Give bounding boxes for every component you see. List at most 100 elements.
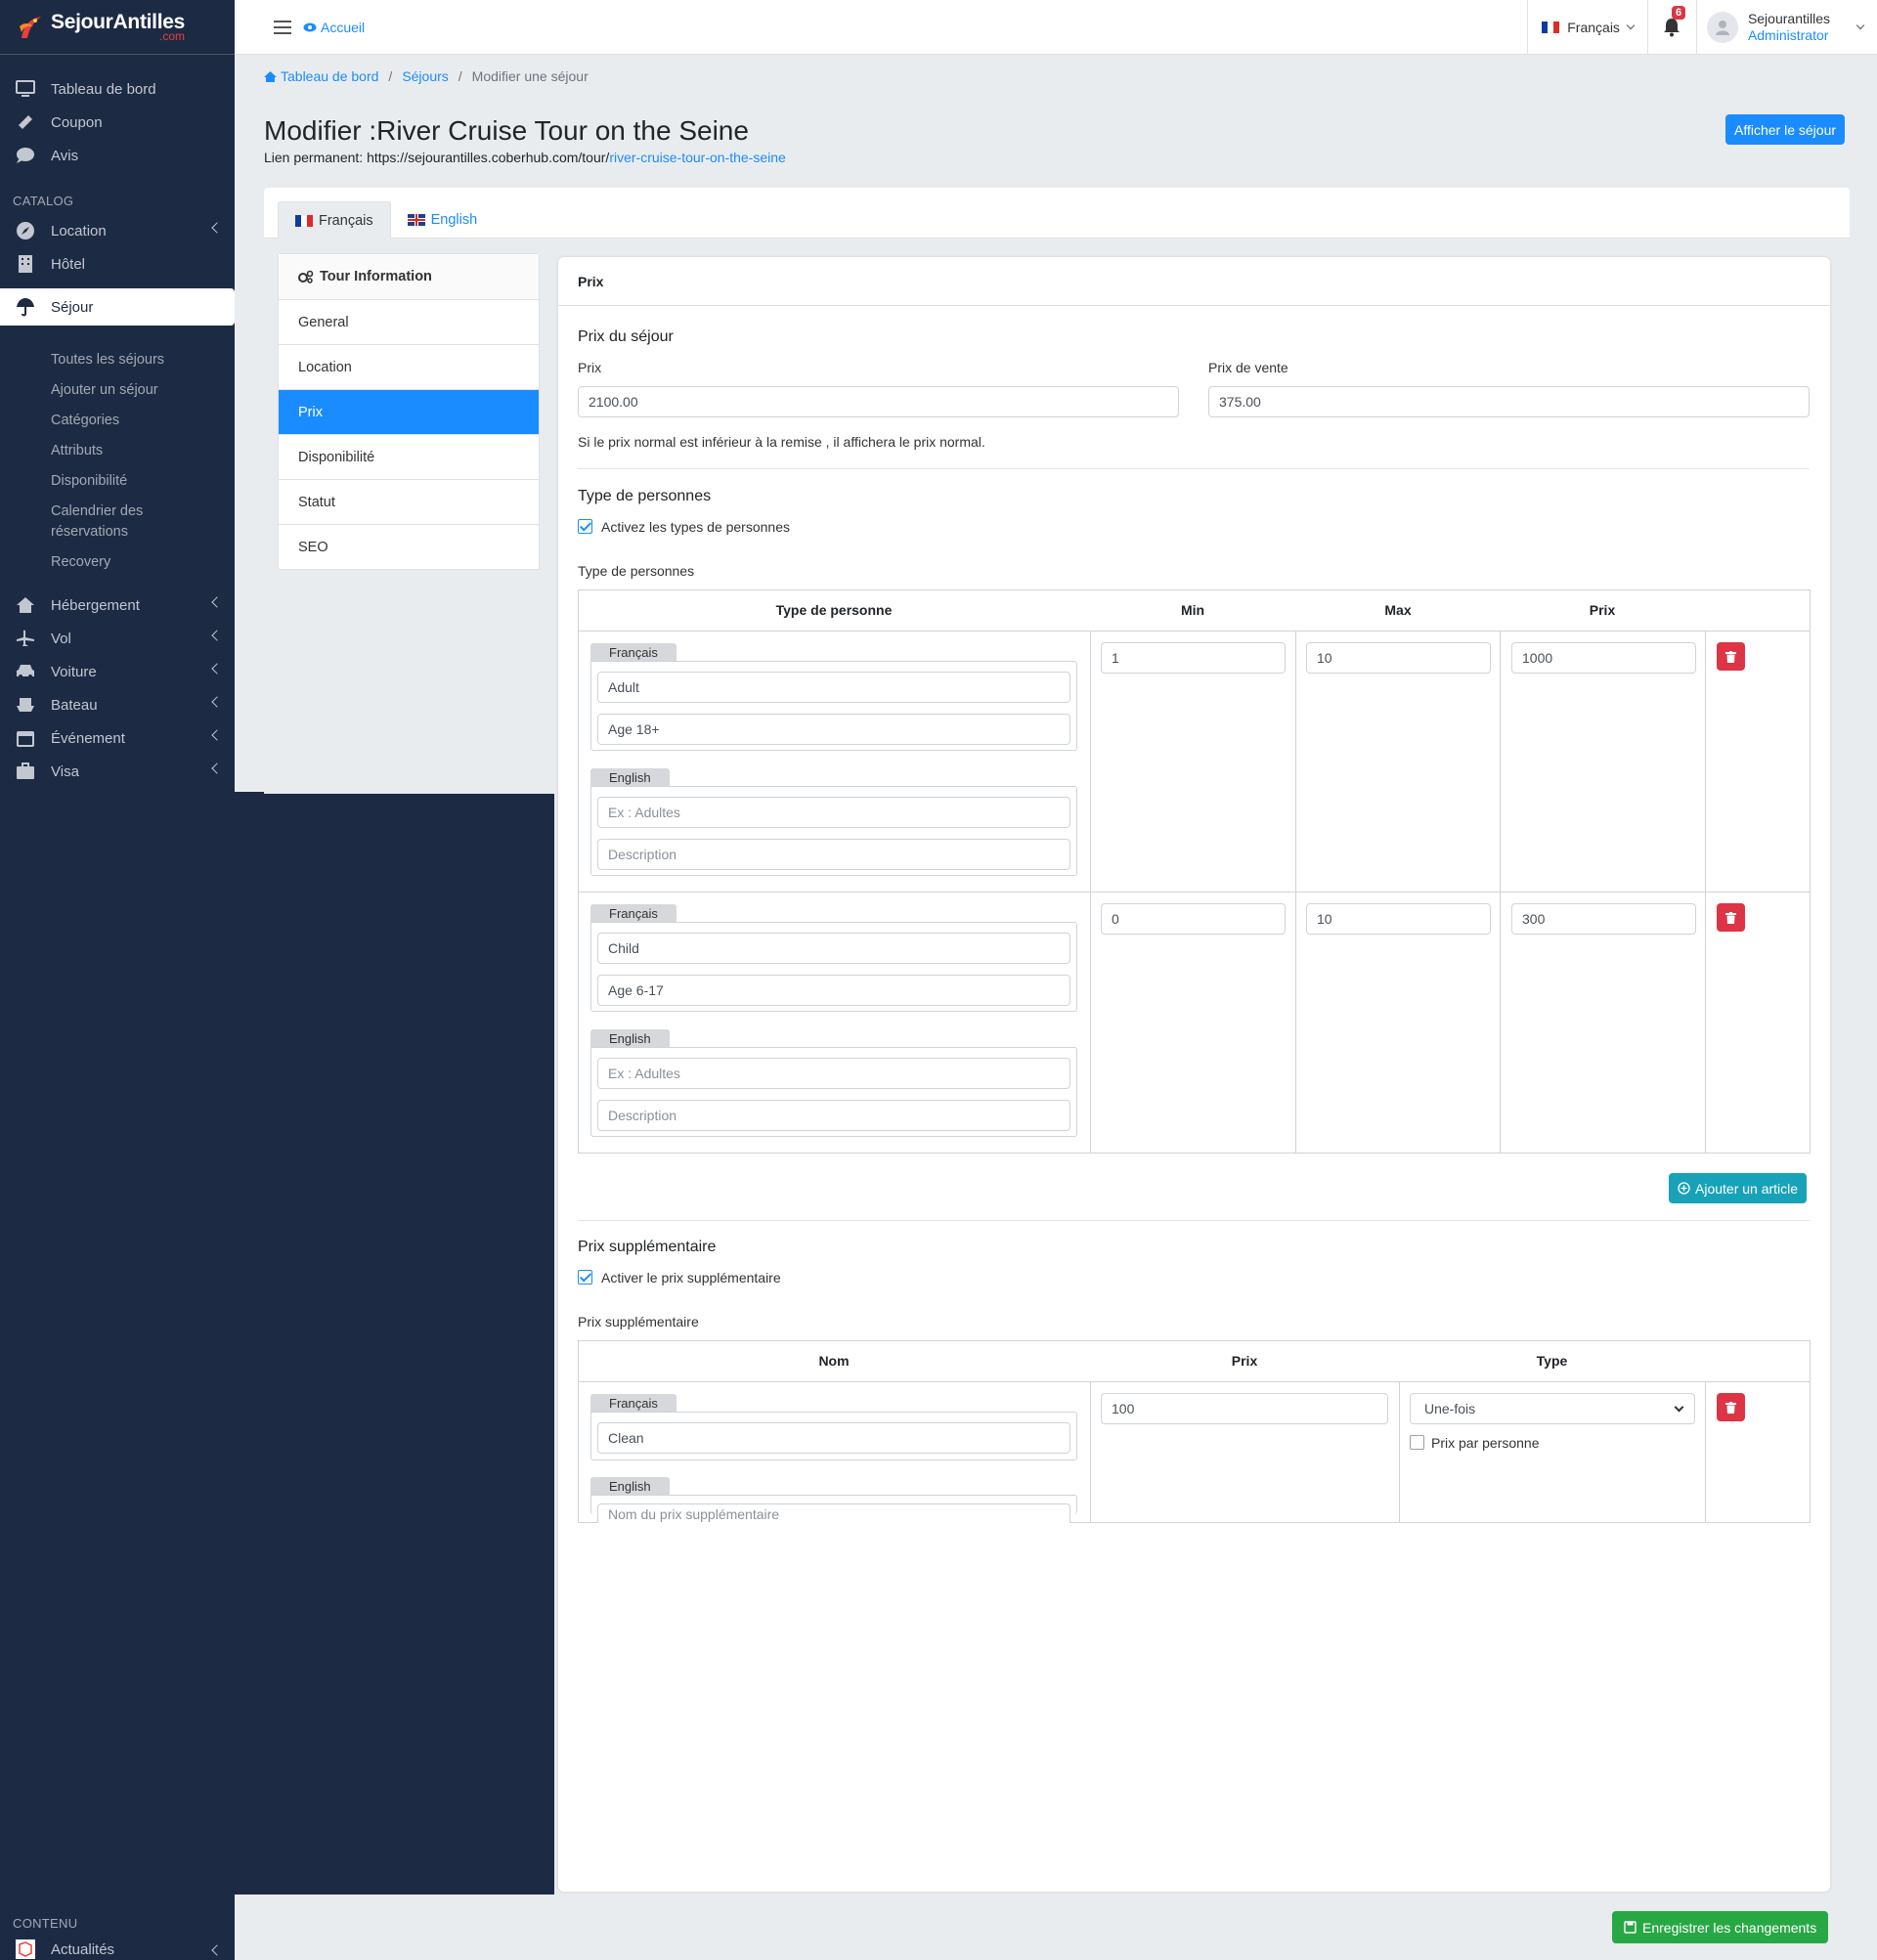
menu-item-general[interactable]: General	[279, 299, 539, 344]
bell-icon	[1664, 19, 1681, 37]
permalink: Lien permanent: https://sejourantilles.c…	[264, 150, 786, 165]
delete-row-button[interactable]	[1717, 1393, 1745, 1421]
person-max-input[interactable]: 10	[1306, 642, 1491, 674]
user-menu[interactable]: Sejourantilles Administrator	[1695, 0, 1877, 55]
permalink-slug-link[interactable]: river-cruise-tour-on-the-seine	[609, 150, 786, 165]
sidebar-item-sejour[interactable]: Séjour	[0, 288, 235, 326]
sidebar-item-reviews[interactable]: Avis	[0, 139, 235, 172]
menu-item-availability[interactable]: Disponibilité	[279, 434, 539, 479]
person-price-input[interactable]: 1000	[1511, 642, 1696, 674]
sidebar-subitem-categories[interactable]: Catégories	[51, 413, 120, 428]
extra-type-select[interactable]: Une-fois	[1410, 1393, 1695, 1424]
section-divider	[578, 1220, 1810, 1221]
tab-francais[interactable]: Français	[278, 201, 391, 239]
sidebar-item-bateau[interactable]: Bateau	[0, 688, 235, 721]
person-price-input[interactable]: 300	[1511, 903, 1696, 935]
person-min-input[interactable]: 1	[1101, 642, 1286, 674]
breadcrumb-section[interactable]: Séjours	[402, 68, 449, 84]
sidebar-subitem-recovery[interactable]: Recovery	[51, 554, 111, 570]
sidebar-item-hebergement[interactable]: Hébergement	[0, 588, 235, 622]
person-types-table-label: Type de personnes	[578, 563, 695, 579]
section-title: Prix supplémentaire	[578, 1239, 717, 1255]
menu-item-seo[interactable]: SEO	[279, 524, 539, 569]
person-desc-fr-input[interactable]: Age 18+	[597, 714, 1070, 745]
price-input[interactable]: 2100.00	[578, 386, 1179, 417]
extra-name-fr-input[interactable]: Clean	[597, 1422, 1070, 1454]
fieldset-en	[590, 786, 1077, 876]
table-header-rule	[578, 631, 1811, 632]
sidebar-subitem-availability[interactable]: Disponibilité	[51, 473, 128, 489]
table-col-rule	[1705, 1381, 1706, 1523]
sidebar-subitem-all-tours[interactable]: Toutes les séjours	[51, 352, 165, 368]
home-icon	[16, 595, 35, 615]
save-changes-button[interactable]: Enregistrer les changements	[1612, 1911, 1829, 1943]
tour-info-menu-title: Tour Information	[320, 269, 432, 284]
briefcase-icon	[16, 762, 35, 781]
language-selector[interactable]: Français	[1527, 0, 1647, 55]
breadcrumb-home[interactable]: Tableau de bord	[264, 68, 378, 84]
sidebar-item-coupon[interactable]: Coupon	[0, 106, 235, 139]
sidebar-item-label: Voiture	[51, 663, 97, 680]
person-desc-en-input[interactable]: Description	[597, 1100, 1070, 1131]
sidebar-item-label: Visa	[51, 762, 79, 780]
umbrella-icon	[16, 297, 35, 317]
tab-english[interactable]: English	[391, 201, 495, 239]
car-icon	[16, 662, 35, 681]
extra-price-input[interactable]: 100	[1101, 1393, 1388, 1424]
sidebar-item-hotel[interactable]: Hôtel	[0, 247, 235, 281]
enable-extra-price-label: Activer le prix supplémentaire	[601, 1270, 781, 1285]
comment-icon	[16, 146, 35, 165]
brand[interactable]: SejourAntilles .com	[0, 0, 235, 55]
column-header: Prix	[1231, 1353, 1258, 1369]
sidebar-item-vol[interactable]: Vol	[0, 622, 235, 655]
person-desc-fr-input[interactable]: Age 6-17	[597, 975, 1070, 1006]
chevron-left-icon	[211, 1944, 223, 1956]
sidebar-subitem-attributes[interactable]: Attributs	[51, 443, 104, 458]
menu-item-status[interactable]: Statut	[279, 479, 539, 524]
breadcrumb-separator: /	[458, 68, 462, 84]
person-name-fr-input[interactable]: Adult	[597, 672, 1070, 703]
enable-person-types-checkbox[interactable]	[578, 519, 592, 534]
show-tour-button[interactable]: Afficher le séjour	[1725, 114, 1846, 145]
delete-row-button[interactable]	[1717, 903, 1745, 932]
person-name-fr-input[interactable]: Child	[597, 933, 1070, 964]
price-panel: Prix Prix du séjour Prix 2100.00 Prix de…	[558, 257, 1830, 1892]
menu-item-prix[interactable]: Prix	[279, 389, 539, 434]
chevron-left-icon	[211, 729, 223, 741]
section-title: Prix du séjour	[578, 328, 674, 345]
sidebar-item-news[interactable]: Actualités	[0, 1937, 235, 1960]
extra-name-en-input[interactable]: Nom du prix supplémentaire	[597, 1503, 1070, 1523]
menu-item-location[interactable]: Location	[279, 344, 539, 389]
home-link[interactable]: Accueil	[303, 20, 365, 35]
notifications-button[interactable]: 6	[1646, 0, 1696, 55]
delete-row-button[interactable]	[1717, 642, 1745, 671]
price-note: Si le prix normal est inférieur à la rem…	[578, 434, 985, 450]
plus-circle-icon	[1678, 1182, 1690, 1195]
person-min-input[interactable]: 0	[1101, 903, 1286, 935]
sidebar-item-voiture[interactable]: Voiture	[0, 655, 235, 688]
price-label: Prix	[578, 360, 602, 375]
column-header: Nom	[818, 1353, 850, 1369]
enable-extra-price-checkbox[interactable]	[578, 1270, 592, 1285]
person-desc-en-input[interactable]: Description	[597, 839, 1070, 870]
chevron-left-icon	[211, 762, 223, 774]
sidebar-item-location[interactable]: Location	[0, 214, 235, 247]
tab-label: English	[430, 212, 478, 228]
person-max-input[interactable]: 10	[1306, 903, 1491, 935]
person-name-en-input[interactable]: Ex : Adultes	[597, 797, 1070, 828]
menu-toggle-icon[interactable]	[274, 20, 291, 34]
sidebar-item-evenement[interactable]: Événement	[0, 721, 235, 755]
chevron-left-icon	[211, 222, 223, 234]
sale-price-input[interactable]: 375.00	[1208, 386, 1810, 417]
sidebar-item-dashboard[interactable]: Tableau de bord	[0, 72, 235, 106]
person-name-en-input[interactable]: Ex : Adultes	[597, 1058, 1070, 1089]
sidebar-item-visa[interactable]: Visa	[0, 755, 235, 788]
sidebar-subitem-add-tour[interactable]: Ajouter un séjour	[51, 382, 158, 398]
per-person-checkbox[interactable]	[1410, 1435, 1424, 1450]
brand-suffix: .com	[158, 29, 185, 43]
breadcrumb: Tableau de bord / Séjours / Modifier une…	[264, 68, 589, 84]
user-name: Sejourantilles	[1747, 11, 1830, 26]
add-person-type-button[interactable]: Ajouter un article	[1669, 1173, 1808, 1203]
fieldset-tag-fr: Français	[590, 1394, 677, 1412]
sidebar-subitem-booking-calendar[interactable]: Calendrier des réservations	[51, 503, 144, 540]
